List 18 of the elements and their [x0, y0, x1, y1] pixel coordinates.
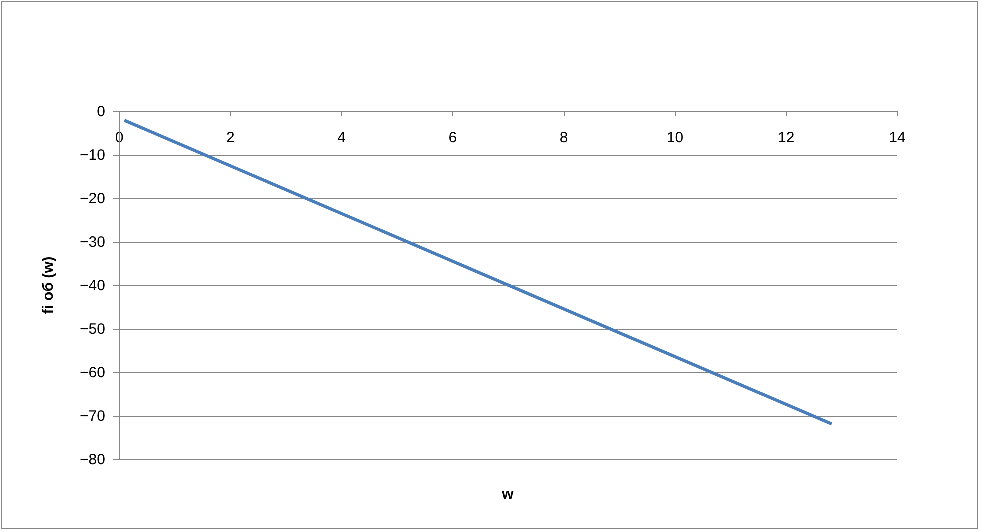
- y-tick-label: −30: [80, 234, 106, 251]
- x-tick-label: 4: [338, 130, 346, 146]
- y-tick-label: −80: [80, 452, 106, 468]
- x-tick-label: 14: [889, 130, 906, 146]
- x-tick-label: 2: [226, 130, 235, 146]
- y-tick-label: 0: [97, 104, 106, 120]
- x-tick-label: 8: [560, 130, 568, 146]
- x-axis-title: w: [501, 486, 514, 503]
- y-axis-title: fi об (w): [40, 256, 58, 314]
- y-tick-label: −20: [80, 190, 106, 208]
- y-tick-label: −60: [80, 364, 106, 382]
- y-tick-label: −40: [80, 278, 106, 294]
- y-tick-label: −70: [80, 408, 106, 425]
- x-tick-label: 12: [778, 130, 795, 146]
- y-tick-label: −10: [80, 147, 106, 164]
- y-tick-label: −50: [80, 321, 106, 338]
- x-tick-label: 10: [666, 130, 684, 146]
- x-tick-label: 6: [448, 130, 458, 146]
